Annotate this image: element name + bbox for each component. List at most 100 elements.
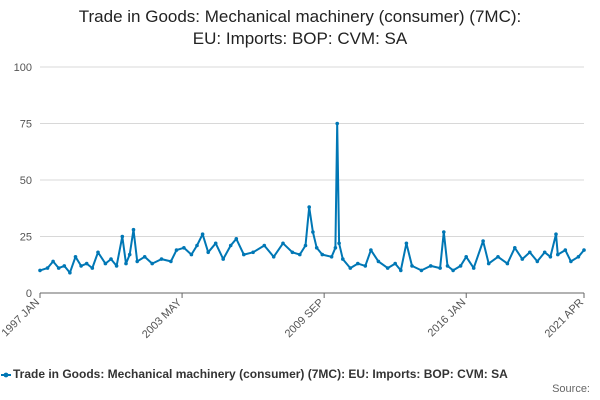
data-point: [135, 259, 139, 264]
data-point: [56, 266, 61, 270]
data-point: [320, 252, 325, 257]
y-tick-label: 25: [20, 232, 32, 244]
data-point: [251, 250, 255, 255]
data-point: [281, 241, 285, 246]
data-point: [496, 254, 500, 259]
legend-series-marker: [1, 372, 11, 378]
data-point: [528, 250, 532, 255]
data-point: [363, 264, 368, 268]
data-point: [486, 261, 491, 266]
data-point: [333, 246, 338, 250]
x-tick-label: 2016 JAN: [426, 297, 469, 340]
data-point: [79, 264, 83, 268]
data-point: [458, 264, 463, 268]
data-point: [554, 232, 558, 236]
x-tick-label: 2009 SEP: [283, 297, 327, 341]
data-point: [356, 261, 360, 266]
data-point: [445, 264, 450, 268]
data-point: [213, 241, 218, 246]
data-point: [582, 248, 586, 252]
data-point: [535, 259, 540, 264]
data-point: [393, 261, 398, 266]
data-point: [38, 268, 42, 273]
data-point: [90, 266, 95, 270]
data-point: [200, 232, 205, 236]
y-tick-label: 0: [26, 288, 32, 300]
data-point: [404, 241, 409, 246]
data-point: [311, 230, 315, 234]
data-point: [150, 261, 154, 266]
data-point: [548, 254, 553, 259]
y-tick-label: 50: [20, 175, 32, 187]
data-point: [307, 205, 312, 209]
data-point: [471, 266, 476, 270]
data-point: [399, 268, 403, 273]
data-point: [505, 261, 510, 266]
data-point: [84, 261, 89, 266]
data-point: [464, 254, 469, 259]
data-point: [329, 254, 334, 259]
y-tick-label: 100: [14, 62, 32, 74]
data-point: [73, 254, 78, 259]
chart-title: Trade in Goods: Mechanical machinery (co…: [0, 6, 600, 50]
data-point: [341, 257, 345, 261]
data-point: [169, 259, 173, 264]
x-tick-label: 1997 JAN: [0, 297, 42, 340]
data-point: [410, 264, 414, 268]
data-point: [103, 261, 108, 266]
data-point: [189, 252, 194, 257]
data-point: [131, 227, 136, 232]
data-point: [481, 239, 485, 243]
y-tick-label: 75: [20, 119, 32, 131]
data-point: [442, 230, 446, 234]
data-point: [234, 237, 239, 241]
data-point: [335, 121, 340, 126]
data-point: [556, 252, 560, 257]
data-point: [513, 246, 517, 250]
data-point: [142, 254, 147, 259]
data-point: [51, 259, 55, 264]
data-point: [290, 250, 295, 255]
data-point: [451, 268, 455, 273]
data-point: [45, 266, 50, 270]
series-line: [39, 122, 585, 274]
data-point: [520, 257, 525, 261]
data-point: [159, 257, 164, 261]
data-point: [376, 259, 381, 264]
data-point: [438, 266, 442, 270]
legend[interactable]: Trade in Goods: Mechanical machinery (co…: [0, 366, 600, 384]
data-point: [303, 243, 308, 248]
data-point: [262, 243, 267, 248]
data-point: [242, 252, 246, 257]
data-point: [314, 246, 319, 250]
data-point: [120, 234, 125, 239]
source-label: Source:: [552, 383, 590, 395]
x-tick-label: 2021 APR: [543, 297, 587, 341]
data-point: [428, 264, 433, 268]
data-point: [109, 257, 113, 261]
chart-title-line-2: EU: Imports: BOP: CVM: SA: [192, 29, 408, 48]
x-tick-label: 2003 MAY: [140, 296, 185, 341]
chart-title-line-1: Trade in Goods: Mechanical machinery (co…: [78, 7, 522, 26]
data-point: [206, 250, 210, 255]
data-point: [127, 252, 132, 257]
data-point: [68, 270, 72, 275]
data-point: [419, 268, 424, 273]
data-point: [195, 243, 199, 248]
data-point: [228, 243, 233, 248]
data-point: [182, 246, 186, 250]
data-point: [271, 254, 276, 259]
data-point: [337, 241, 341, 246]
data-point: [385, 266, 390, 270]
legend-series-label: Trade in Goods: Mechanical machinery (co…: [13, 367, 508, 381]
data-point: [569, 259, 573, 264]
data-point: [576, 254, 581, 259]
data-point: [563, 248, 568, 252]
data-point: [348, 266, 353, 270]
data-point: [96, 250, 100, 255]
data-point: [542, 250, 547, 255]
data-point: [221, 257, 225, 261]
data-point: [62, 264, 67, 268]
data-point: [174, 248, 179, 252]
